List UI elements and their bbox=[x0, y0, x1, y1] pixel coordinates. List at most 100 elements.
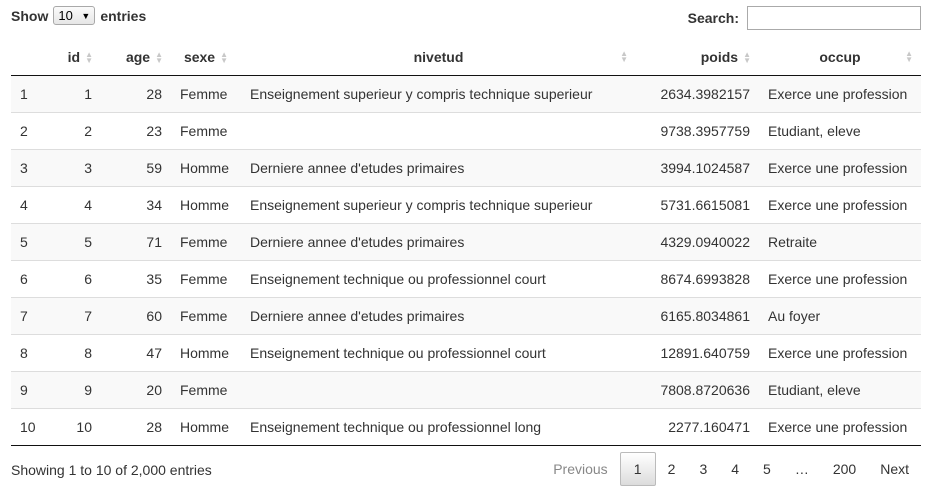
entries-select-value: 10 bbox=[58, 8, 73, 23]
table-cell-nivetud: Derniere annee d'etudes primaires bbox=[241, 296, 636, 334]
column-header-occup[interactable]: occup ▲ ▼ bbox=[759, 39, 921, 76]
chevron-down-icon: ▼ bbox=[81, 10, 91, 21]
table-cell-sexe: Homme bbox=[171, 185, 241, 223]
table-cell-sexe: Homme bbox=[171, 148, 241, 186]
entries-select[interactable]: 10 ▼ bbox=[53, 6, 96, 25]
page-button-200[interactable]: 200 bbox=[832, 461, 857, 477]
table-cell-nivetud bbox=[241, 111, 636, 149]
table-body: 1 1 28 Femme Enseignement superieur y compri… bbox=[11, 75, 921, 446]
table-cell-age: 23 bbox=[101, 111, 171, 149]
table-cell-rownames: 9 bbox=[11, 370, 56, 408]
show-label: Show bbox=[11, 7, 49, 24]
table-cell-id: 2 bbox=[56, 111, 101, 149]
table-cell-occup: Au foyer bbox=[759, 296, 921, 334]
table-cell-nivetud: Enseignement technique ou professionnel … bbox=[241, 259, 636, 297]
table-cell-age: 34 bbox=[101, 185, 171, 223]
table-cell-poids: 2634.3982157 bbox=[636, 75, 759, 112]
column-header-label: nivetud bbox=[413, 48, 464, 65]
table-row[interactable]: 8 8 47 Homme Enseignement technique ou profe… bbox=[11, 333, 921, 371]
table-cell-poids: 12891.640759 bbox=[636, 333, 759, 371]
column-header-poids[interactable]: poids ▲ ▼ bbox=[636, 39, 759, 76]
table-cell-age: 59 bbox=[101, 148, 171, 186]
page-button-3[interactable]: 3 bbox=[699, 461, 708, 477]
column-header-label: poids bbox=[700, 48, 739, 65]
table-row[interactable]: 5 5 71 Femme Derniere annee d'etudes primair… bbox=[11, 222, 921, 260]
column-header-sexe[interactable]: sexe ▲ ▼ bbox=[171, 39, 241, 76]
column-header-label: age bbox=[125, 48, 151, 65]
next-page-button[interactable]: Next bbox=[880, 461, 909, 477]
table-row[interactable]: 3 3 59 Homme Derniere annee d'etudes primair… bbox=[11, 148, 921, 186]
table-cell-id: 10 bbox=[56, 407, 101, 446]
table-cell-sexe: Femme bbox=[171, 370, 241, 408]
table-cell-poids: 2277.160471 bbox=[636, 407, 759, 446]
table-row[interactable]: 6 6 35 Femme Enseignement technique ou profe… bbox=[11, 259, 921, 297]
table-cell-nivetud bbox=[241, 370, 636, 408]
column-header-label: id bbox=[67, 48, 81, 65]
search-label: Search: bbox=[687, 10, 739, 26]
table-cell-occup: Etudiant, eleve bbox=[759, 370, 921, 408]
table-cell-rownames: 10 bbox=[11, 407, 56, 446]
table-cell-id: 8 bbox=[56, 333, 101, 371]
table-cell-nivetud: Enseignement superieur y compris techniq… bbox=[241, 185, 636, 223]
table-cell-poids: 8674.6993828 bbox=[636, 259, 759, 297]
table-cell-occup: Etudiant, eleve bbox=[759, 111, 921, 149]
table-cell-occup: Exerce une profession bbox=[759, 185, 921, 223]
table-cell-rownames: 5 bbox=[11, 222, 56, 260]
table-cell-occup: Exerce une profession bbox=[759, 333, 921, 371]
data-table: id ▲ ▼ age ▲ ▼ sexe ▲ ▼ nivetud ▲ ▼ poids ▲ ▼ occup ▲ ▼ 1… bbox=[11, 39, 921, 446]
table-cell-id: 9 bbox=[56, 370, 101, 408]
table-cell-age: 28 bbox=[101, 407, 171, 446]
column-header-age[interactable]: age ▲ ▼ bbox=[101, 39, 171, 76]
column-header-rownames[interactable] bbox=[11, 39, 56, 76]
column-header-nivetud[interactable]: nivetud ▲ ▼ bbox=[241, 39, 636, 76]
table-cell-nivetud: Derniere annee d'etudes primaires bbox=[241, 148, 636, 186]
search-control: Search: bbox=[688, 6, 921, 30]
table-cell-sexe: Femme bbox=[171, 222, 241, 260]
table-row[interactable]: 10 10 28 Homme Enseignement technique ou pro… bbox=[11, 407, 921, 446]
table-row[interactable]: 7 7 60 Femme Derniere annee d'etudes primair… bbox=[11, 296, 921, 334]
page-button-4[interactable]: 4 bbox=[731, 461, 740, 477]
table-cell-age: 60 bbox=[101, 296, 171, 334]
table-cell-nivetud: Enseignement superieur y compris techniq… bbox=[241, 75, 636, 112]
sort-icon: ▲ ▼ bbox=[85, 50, 93, 66]
table-cell-id: 4 bbox=[56, 185, 101, 223]
table-cell-rownames: 6 bbox=[11, 259, 56, 297]
table-cell-id: 5 bbox=[56, 222, 101, 260]
page-button-5[interactable]: 5 bbox=[763, 461, 771, 477]
table-row[interactable]: 9 9 20 Femme 7808.8720636 Etudiant, eleve bbox=[11, 370, 921, 408]
table-cell-age: 35 bbox=[101, 259, 171, 297]
entries-label: entries bbox=[100, 7, 147, 24]
table-cell-age: 28 bbox=[101, 75, 171, 112]
pagination: Previous 1 2 3 4 5 … 200 Next bbox=[541, 452, 921, 486]
table-cell-id: 6 bbox=[56, 259, 101, 297]
table-row[interactable]: 1 1 28 Femme Enseignement superieur y compri… bbox=[11, 75, 921, 112]
table-cell-id: 1 bbox=[56, 75, 101, 112]
table-info: Showing 1 to 10 of 2,000 entries bbox=[11, 462, 212, 478]
table-cell-id: 3 bbox=[56, 148, 101, 186]
table-cell-nivetud: Enseignement technique ou professionnel … bbox=[241, 333, 636, 371]
table-cell-poids: 6165.8034861 bbox=[636, 296, 759, 334]
table-row[interactable]: 4 4 34 Homme Enseignement superieur y compri… bbox=[11, 185, 921, 223]
length-control: Show 10 ▼ entries bbox=[11, 6, 146, 25]
previous-page-button[interactable]: Previous bbox=[553, 461, 608, 477]
table-cell-sexe: Femme bbox=[171, 259, 241, 297]
search-input[interactable] bbox=[747, 6, 921, 30]
table-cell-occup: Exerce une profession bbox=[759, 75, 921, 112]
table-cell-rownames: 4 bbox=[11, 185, 56, 223]
table-row[interactable]: 2 2 23 Femme 9738.3957759 Etudiant, eleve bbox=[11, 111, 921, 149]
sort-icon: ▲ ▼ bbox=[220, 50, 229, 66]
page-button-1[interactable]: 1 bbox=[619, 452, 656, 486]
table-cell-sexe: Homme bbox=[171, 407, 241, 446]
table-cell-rownames: 2 bbox=[11, 111, 56, 149]
column-header-id[interactable]: id ▲ ▼ bbox=[56, 39, 101, 76]
column-header-label: sexe bbox=[183, 48, 216, 65]
page-button-2[interactable]: 2 bbox=[667, 461, 676, 477]
pagination-ellipsis: … bbox=[794, 461, 809, 477]
table-cell-sexe: Homme bbox=[171, 333, 241, 371]
table-cell-rownames: 8 bbox=[11, 333, 56, 371]
table-cell-sexe: Femme bbox=[171, 75, 241, 112]
sort-icon: ▲ ▼ bbox=[905, 49, 913, 64]
table-cell-id: 7 bbox=[56, 296, 101, 334]
table-cell-occup: Exerce une profession bbox=[759, 259, 921, 297]
